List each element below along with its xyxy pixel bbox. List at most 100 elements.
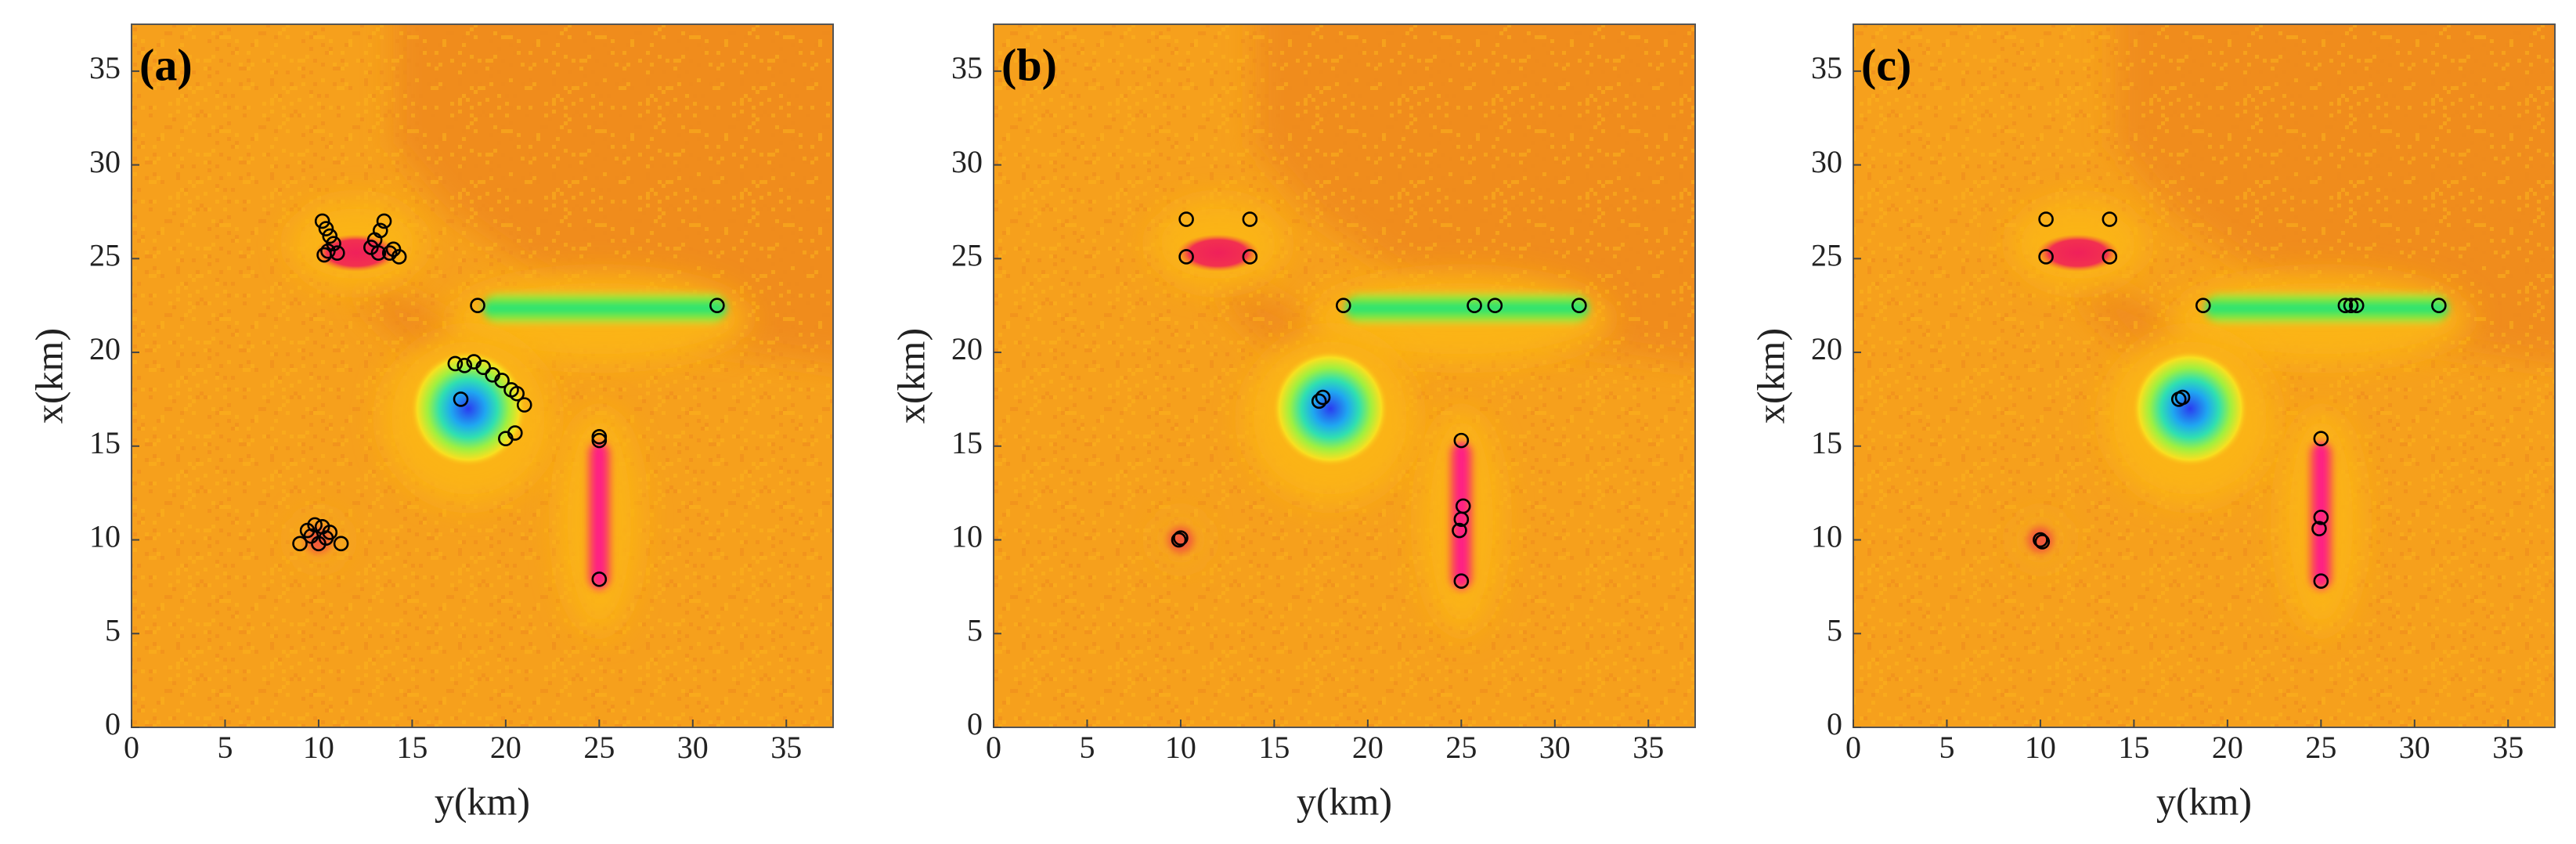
- data-point: [1453, 573, 1470, 590]
- data-point: [1242, 249, 1258, 265]
- x-tick-label: 25: [583, 730, 615, 765]
- x-tick-label: 25: [2305, 730, 2336, 765]
- field-map: [132, 24, 833, 727]
- x-tick-label: 15: [2118, 730, 2149, 765]
- data-point: [1453, 511, 1470, 527]
- x-tick-label: 10: [2025, 730, 2056, 765]
- data-point: [1487, 298, 1503, 314]
- panel: 0 5 10 15 20 25 30 35 0 5 10 15 20 25 30 35 y(km) x(km) (b…: [889, 23, 1696, 823]
- data-point: [470, 298, 485, 314]
- y-tick-label: 0: [1827, 706, 1842, 741]
- plot-frame: [1853, 23, 2556, 728]
- field-map: [1853, 24, 2555, 727]
- data-point: [2311, 521, 2327, 536]
- field-map: [994, 24, 1695, 727]
- y-tick-label: 5: [967, 612, 983, 647]
- data-point: [475, 359, 491, 376]
- x-axis-label: y(km): [2156, 779, 2252, 823]
- data-point: [1571, 298, 1587, 314]
- x-tick-label: 5: [217, 730, 233, 765]
- y-tick-label: 0: [967, 706, 983, 741]
- data-point: [2348, 298, 2365, 314]
- x-tick-label: 35: [1633, 730, 1664, 765]
- y-tick-label: 30: [89, 144, 121, 179]
- x-tick-label: 5: [1079, 730, 1095, 765]
- field-magenta: [1449, 442, 1473, 589]
- x-tick-label: 30: [677, 730, 709, 765]
- data-point: [320, 243, 336, 259]
- x-tick-label: 20: [1352, 730, 1384, 765]
- data-point: [314, 213, 330, 229]
- x-tick-label: 20: [490, 730, 521, 765]
- y-axis-label: x(km): [27, 328, 70, 424]
- y-tick-label: 30: [951, 144, 983, 179]
- data-point: [453, 391, 469, 407]
- data-point: [1178, 211, 1194, 227]
- y-tick-label: 25: [1811, 238, 1842, 273]
- y-tick-label: 15: [89, 425, 121, 460]
- y-tick-label: 15: [1811, 425, 1842, 460]
- data-point: [292, 536, 308, 552]
- panel: 0 5 10 15 20 25 30 35 0 5 10 15 20 25 30 35 y(km) x(km) (a…: [27, 23, 834, 823]
- data-point: [456, 358, 473, 373]
- data-point: [381, 245, 398, 261]
- data-point: [1242, 211, 1258, 227]
- panel-label: (c): [1861, 39, 1911, 90]
- x-tick-label: 0: [1845, 730, 1861, 765]
- panel-label: (b): [1001, 39, 1057, 90]
- y-tick-label: 35: [89, 50, 121, 85]
- data-point: [322, 228, 338, 244]
- data-point: [333, 536, 349, 552]
- data-point: [591, 572, 608, 587]
- data-point: [591, 432, 608, 449]
- data-point: [370, 245, 387, 261]
- data-point: [2313, 509, 2329, 525]
- x-axis-label: y(km): [435, 779, 530, 823]
- y-tick-label: 10: [89, 519, 121, 554]
- field-red: [2037, 234, 2120, 272]
- field-blue: [1272, 350, 1389, 467]
- plot-frame: [131, 23, 834, 728]
- x-tick-label: 5: [1939, 730, 1954, 765]
- x-tick-label: 10: [303, 730, 334, 765]
- data-point: [2431, 298, 2447, 314]
- data-point: [1178, 249, 1194, 265]
- data-point: [318, 221, 334, 236]
- data-point: [303, 528, 319, 544]
- data-point: [498, 431, 514, 447]
- data-point: [376, 213, 392, 229]
- data-point: [1173, 530, 1189, 546]
- data-point: [2313, 431, 2329, 447]
- y-tick-label: 10: [1811, 519, 1842, 554]
- field-green: [483, 294, 727, 323]
- x-tick-label: 15: [1258, 730, 1290, 765]
- data-point: [516, 397, 532, 413]
- data-point: [1336, 298, 1351, 314]
- plot-frame: [993, 23, 1696, 728]
- x-tick-label: 30: [2399, 730, 2430, 765]
- y-tick-label: 20: [951, 331, 983, 366]
- data-point: [2102, 249, 2118, 265]
- y-tick-label: 10: [951, 519, 983, 554]
- y-tick-label: 20: [1811, 331, 1842, 366]
- data-point: [2313, 573, 2329, 590]
- data-point: [1452, 522, 1467, 539]
- x-axis-label: y(km): [1297, 779, 1392, 823]
- y-tick-label: 25: [89, 238, 121, 273]
- field-blue: [410, 350, 527, 467]
- data-point: [447, 355, 464, 372]
- x-tick-label: 15: [396, 730, 428, 765]
- data-point: [2038, 211, 2054, 227]
- data-point: [316, 247, 332, 263]
- x-tick-label: 25: [1445, 730, 1477, 765]
- y-tick-label: 35: [1811, 50, 1842, 85]
- data-point: [2102, 211, 2118, 227]
- y-tick-label: 30: [1811, 144, 1842, 179]
- data-point: [1467, 298, 1482, 314]
- panel: 0 5 10 15 20 25 30 35 0 5 10 15 20 25 30 35 y(km) x(km) (c…: [1748, 23, 2556, 823]
- y-tick-label: 25: [951, 238, 983, 273]
- field-magenta: [2309, 442, 2332, 589]
- x-tick-label: 0: [986, 730, 1001, 765]
- y-axis-label: x(km): [1748, 328, 1792, 424]
- y-axis-label: x(km): [889, 328, 933, 424]
